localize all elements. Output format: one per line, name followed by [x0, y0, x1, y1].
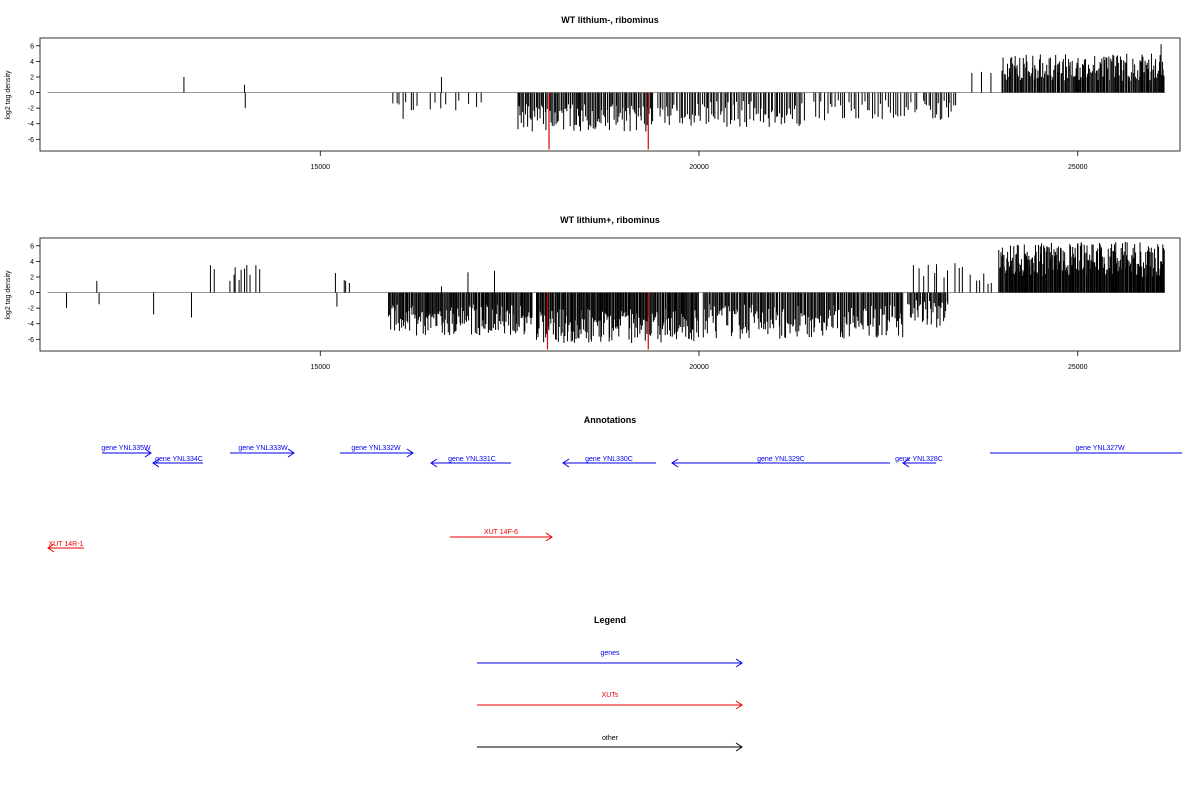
legend: Legend genes XUTs other — [477, 615, 743, 752]
legend-other-label: other — [602, 735, 619, 742]
legend-item-xuts: XUTs — [477, 692, 743, 710]
panel-2-bars — [66, 241, 1165, 350]
gene-ynl328c-label: gene YNL328C — [895, 456, 943, 463]
panel-1-ylabel: log2 tag density — [5, 70, 12, 120]
gene-ynl331c: gene YNL331C — [430, 456, 511, 468]
gene-ynl330c: gene YNL330C — [562, 456, 656, 468]
annotations-title: Annotations — [584, 415, 637, 425]
xut-14r-1-label: XUT 14R-1 — [49, 541, 84, 548]
gene-ynl334c-label: gene YNL334C — [155, 456, 203, 463]
legend-title: Legend — [594, 615, 626, 625]
gene-ynl333w-label: gene YNL333W — [238, 445, 288, 452]
y-tick-label: -2 — [28, 306, 34, 313]
y-tick-label: -4 — [28, 121, 34, 128]
y-tick-label: 0 — [30, 290, 34, 297]
x-tick-label: 25000 — [1068, 164, 1088, 171]
track-panel-1: WT lithium-, ribominus log2 tag density … — [5, 15, 1181, 171]
panel-1-bars — [183, 44, 1165, 150]
gene-ynl335w: gene YNL335W — [101, 445, 152, 458]
y-tick-label: 2 — [30, 74, 34, 81]
legend-genes-label: genes — [600, 650, 620, 657]
y-tick-label: 4 — [30, 59, 34, 66]
gene-ynl333w: gene YNL333W — [230, 445, 295, 458]
y-tick-label: 2 — [30, 274, 34, 281]
panel-1-axes: -6 -4 -2 0 2 4 6 15000 20000 25000 — [28, 43, 1165, 171]
gene-ynl332w-label: gene YNL332W — [351, 445, 401, 452]
y-tick-label: -6 — [28, 337, 34, 344]
panel-1-title: WT lithium-, ribominus — [561, 15, 659, 25]
xut-14f-6: XUT 14F-6 — [450, 529, 553, 542]
gene-ynl332w: gene YNL332W — [340, 445, 414, 458]
y-tick-label: -2 — [28, 106, 34, 113]
gene-ynl328c: gene YNL328C — [895, 456, 943, 468]
legend-xuts-label: XUTs — [602, 692, 619, 699]
y-tick-label: 6 — [30, 43, 34, 50]
gene-ynl329c-label: gene YNL329C — [757, 456, 805, 463]
panel-1-frame — [39, 37, 1181, 152]
y-tick-label: 0 — [30, 90, 34, 97]
x-tick-label: 20000 — [689, 364, 709, 371]
legend-item-genes: genes — [477, 650, 743, 668]
panel-2-frame — [39, 237, 1181, 352]
y-tick-label: 6 — [30, 243, 34, 250]
x-tick-label: 25000 — [1068, 364, 1088, 371]
gene-ynl327w-label: gene YNL327W — [1075, 445, 1125, 452]
gene-ynl335w-label: gene YNL335W — [101, 445, 151, 452]
gene-ynl329c: gene YNL329C — [671, 456, 890, 468]
xut-14r-1: XUT 14R-1 — [47, 541, 84, 553]
track-panel-2: WT lithium+, ribominus log2 tag density … — [5, 215, 1181, 371]
panel-2-title: WT lithium+, ribominus — [560, 215, 660, 225]
y-tick-label: 4 — [30, 259, 34, 266]
gene-ynl331c-label: gene YNL331C — [448, 456, 496, 463]
x-tick-label: 20000 — [689, 164, 709, 171]
panel-2-ylabel: log2 tag density — [5, 270, 12, 320]
xut-14f-6-label: XUT 14F-6 — [484, 529, 518, 536]
gene-ynl330c-label: gene YNL330C — [585, 456, 633, 463]
x-tick-label: 15000 — [311, 164, 331, 171]
x-tick-label: 15000 — [311, 364, 331, 371]
gene-ynl327w: gene YNL327W — [990, 445, 1182, 454]
gene-ynl334c: gene YNL334C — [152, 456, 203, 468]
legend-item-other: other — [477, 735, 743, 752]
y-tick-label: -4 — [28, 321, 34, 328]
annotations-panel: Annotations gene YNL335W gene YNL334C ge… — [47, 415, 1182, 553]
y-tick-label: -6 — [28, 137, 34, 144]
